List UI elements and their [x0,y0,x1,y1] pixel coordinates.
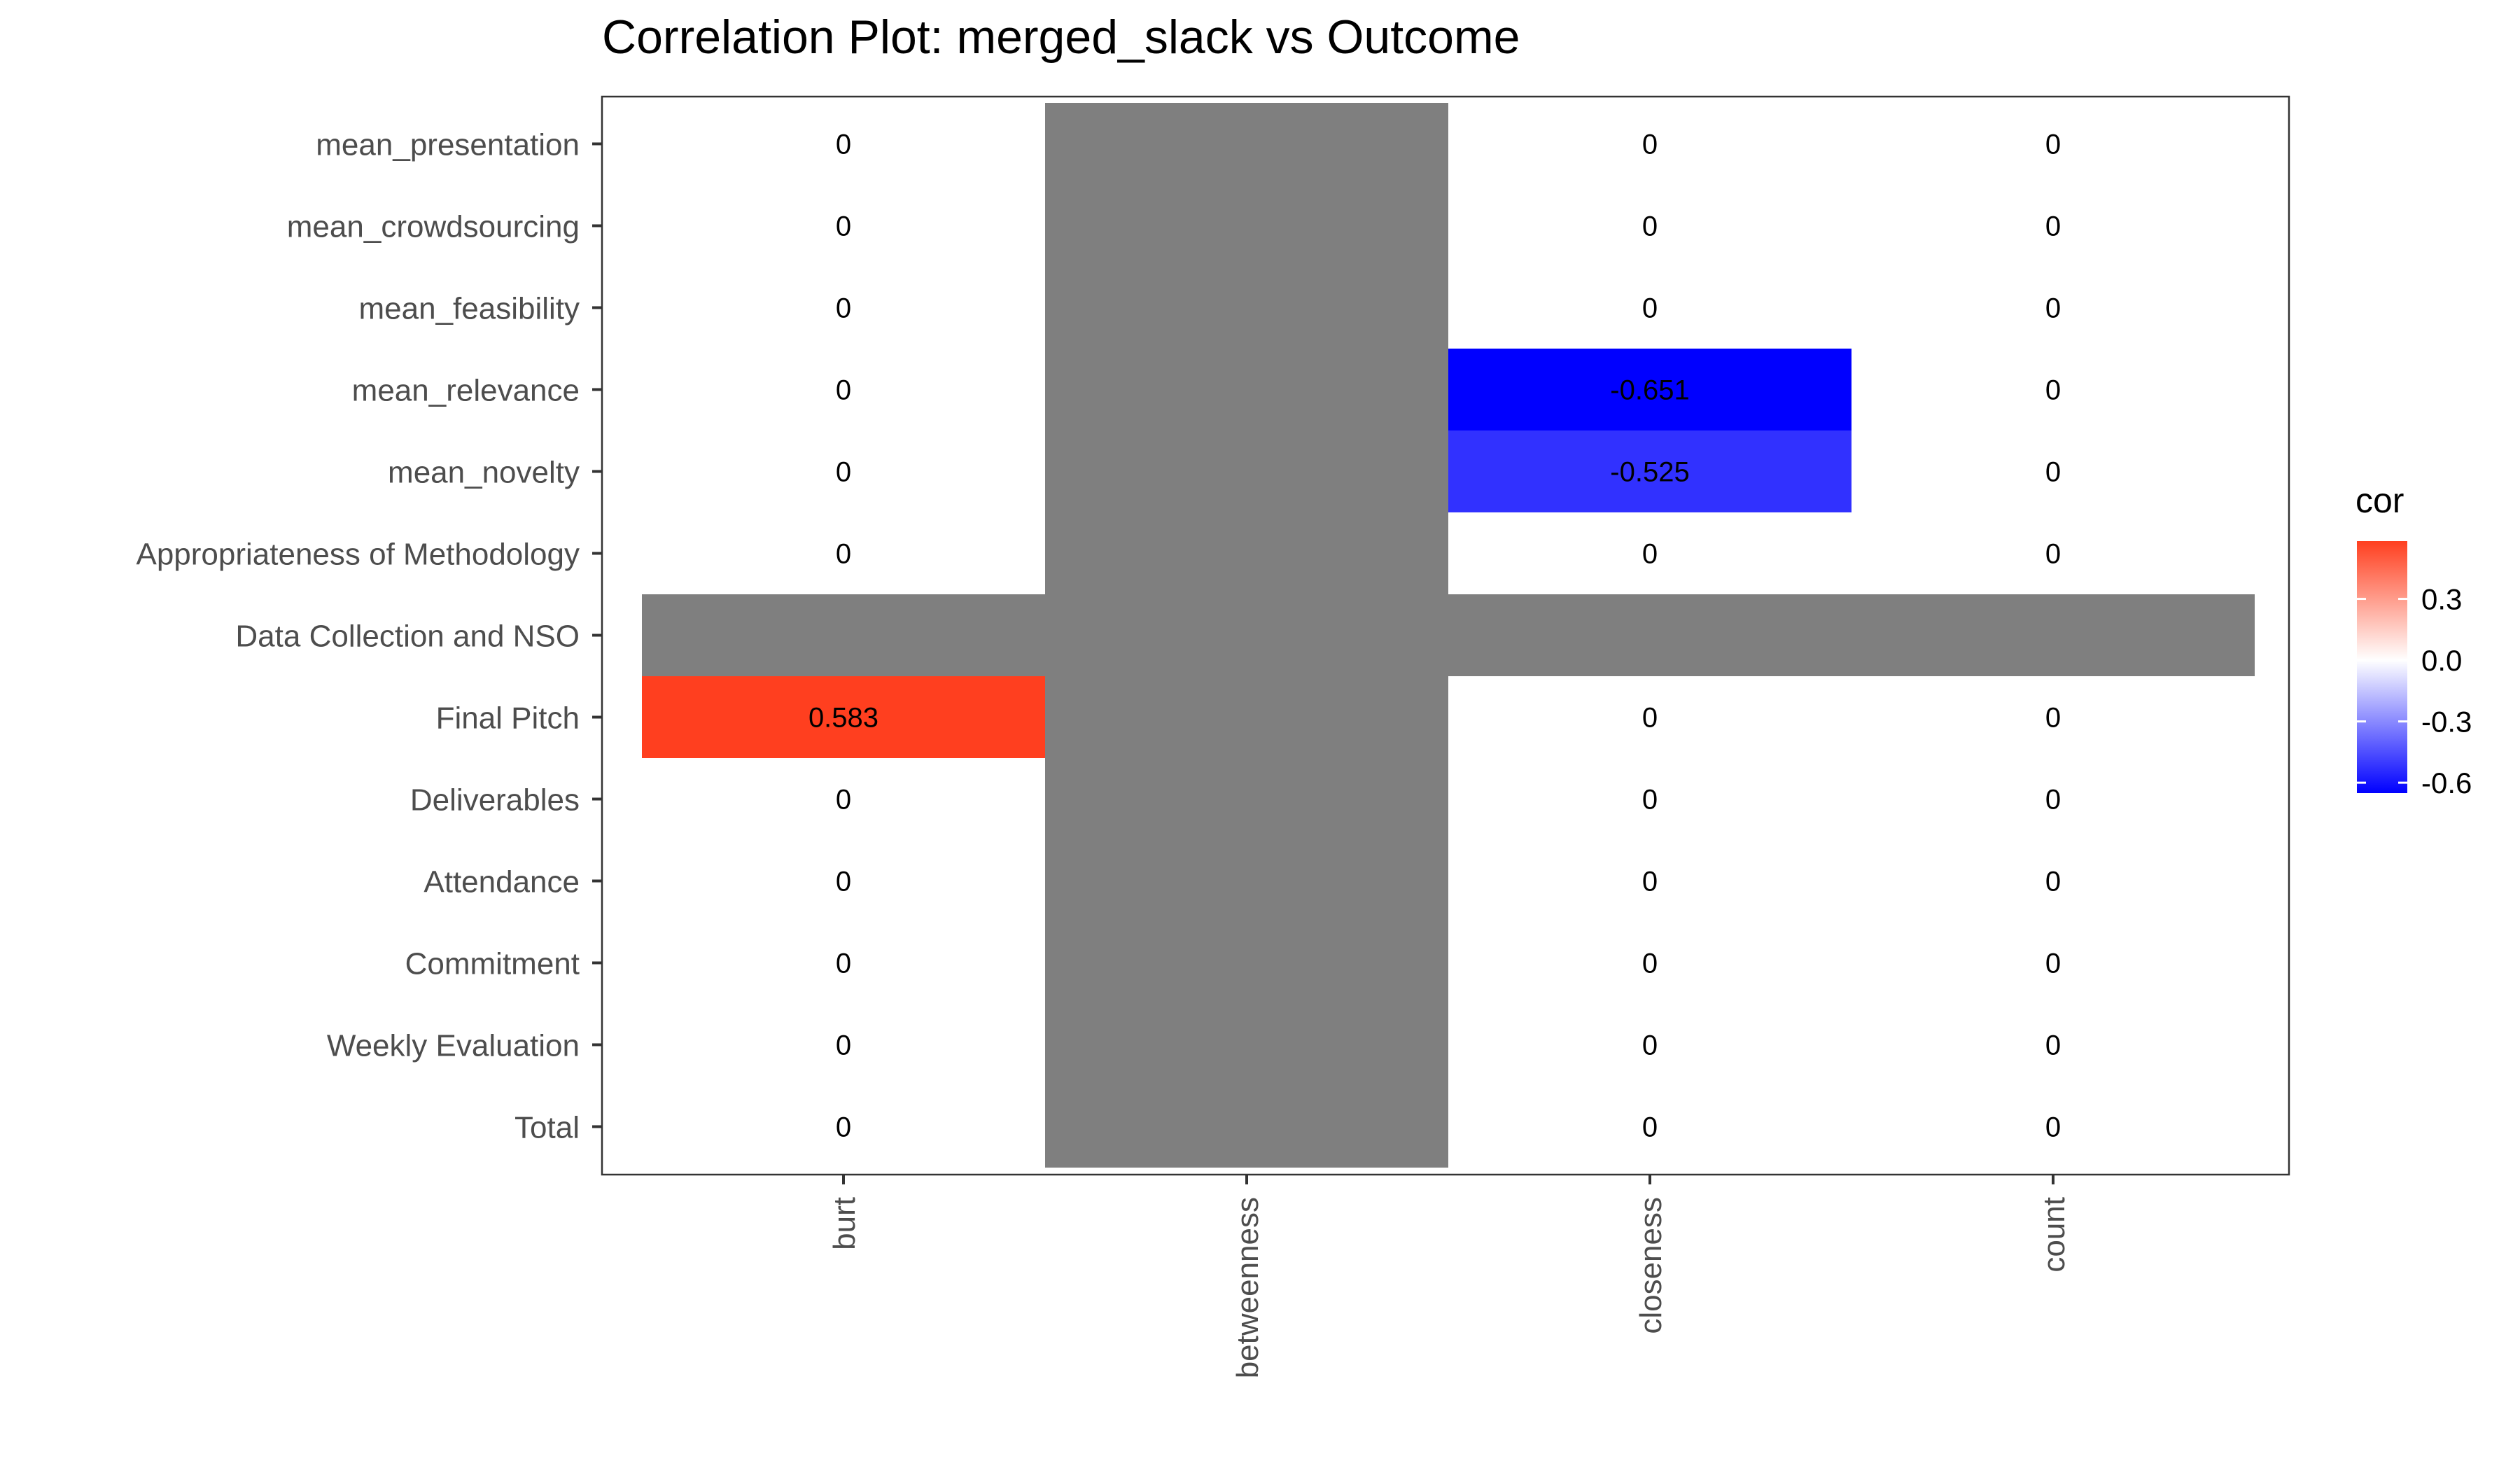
legend-tick-label-2: -0.3 [2421,706,2472,738]
heatmap-cell-betweenness-2 [1045,267,1448,349]
legend-tick-label-0: 0.3 [2421,583,2462,616]
heatmap-cell-closeness-3 [1448,349,1851,430]
y-tick-label-3: mean_relevance [352,374,580,408]
cell-label-burt-7: 0.583 [808,703,878,734]
cell-label-count-2: 0 [2045,293,2061,324]
heatmap-cell-burt-6 [642,594,1045,676]
heatmap-cell-closeness-6 [1448,594,1851,676]
cell-label-burt-1: 0 [836,211,851,242]
x-tick-label-0: burt [827,1197,862,1250]
y-tick-label-11: Weekly Evaluation [327,1029,580,1063]
heatmap-cell-betweenness-4 [1045,430,1448,512]
cell-label-burt-11: 0 [836,1030,851,1061]
cell-label-closeness-10: 0 [1642,948,1658,979]
x-tick-label-2: closeness [1634,1197,1668,1334]
heatmap-cell-betweenness-1 [1045,185,1448,267]
cell-label-closeness-12: 0 [1642,1112,1658,1143]
heatmap-cell-count-6 [1851,594,2255,676]
heatmap-cell-betweenness-10 [1045,922,1448,1004]
x-axis: burt betweenness closeness count [827,1175,2071,1378]
cell-label-closeness-5: 0 [1642,539,1658,570]
heatmap-cell-betweenness-0 [1045,103,1448,185]
cell-label-count-1: 0 [2045,211,2061,242]
cell-label-count-9: 0 [2045,867,2061,897]
cell-label-burt-0: 0 [836,130,851,160]
chart-title: Correlation Plot: merged_slack vs Outcom… [602,10,1520,64]
heatmap-cell-betweenness-3 [1045,349,1448,430]
cell-label-burt-3: 0 [836,375,851,406]
legend-title: cor [2356,481,2404,520]
heatmap-cell-betweenness-8 [1045,758,1448,840]
heatmap-cells [642,103,2255,1168]
cell-label-count-10: 0 [2045,948,2061,979]
heatmap-cell-betweenness-7 [1045,676,1448,758]
cell-label-closeness-8: 0 [1642,785,1658,816]
cell-label-burt-12: 0 [836,1112,851,1143]
y-tick-label-10: Commitment [405,947,580,981]
cell-label-burt-9: 0 [836,867,851,897]
cell-label-count-3: 0 [2045,375,2061,406]
cell-label-closeness-0: 0 [1642,130,1658,160]
color-legend: cor 0.3 0.0 -0.3 -0.6 [2356,481,2472,799]
x-tick-label-3: count [2037,1197,2071,1273]
cell-label-count-12: 0 [2045,1112,2061,1143]
y-tick-label-7: Final Pitch [436,701,580,736]
heatmap-cell-betweenness-9 [1045,840,1448,922]
legend-tick-label-1: 0.0 [2421,644,2462,677]
heatmap-cell-betweenness-6 [1045,594,1448,676]
heatmap-cell-betweenness-11 [1045,1004,1448,1086]
legend-colorbar [2357,541,2407,793]
cell-label-burt-4: 0 [836,457,851,488]
y-tick-label-5: Appropriateness of Methodology [136,538,580,572]
x-tick-label-1: betweenness [1231,1197,1265,1378]
cell-label-closeness-9: 0 [1642,867,1658,897]
cell-label-count-8: 0 [2045,785,2061,816]
y-tick-label-6: Data Collection and NSO [235,620,580,654]
y-tick-label-4: mean_novelty [388,456,580,490]
cell-label-closeness-7: 0 [1642,703,1658,734]
heatmap-cell-betweenness-12 [1045,1086,1448,1168]
cell-label-count-0: 0 [2045,130,2061,160]
cell-labels: 0 0 0 0 0 0 0 0 0 0 -0.651 0 0 -0.525 0 0 0 0 0.583 0 0 0 0 0 0 0… [808,130,2061,1143]
y-tick-label-9: Attendance [424,865,580,899]
cell-label-closeness-11: 0 [1642,1030,1658,1061]
cell-label-burt-5: 0 [836,539,851,570]
cell-label-count-4: 0 [2045,457,2061,488]
y-tick-label-8: Deliverables [410,783,580,818]
cell-label-closeness-1: 0 [1642,211,1658,242]
y-tick-label-12: Total [514,1111,580,1145]
cell-label-burt-8: 0 [836,785,851,816]
cell-label-closeness-2: 0 [1642,293,1658,324]
heatmap-cell-closeness-4 [1448,430,1851,512]
legend-tick-label-3: -0.6 [2421,766,2472,799]
cell-label-count-11: 0 [2045,1030,2061,1061]
y-axis: mean_presentation mean_crowdsourcing mean_… [136,128,602,1145]
heatmap-cell-burt-7 [642,676,1045,758]
y-tick-label-0: mean_presentation [316,128,580,162]
cell-label-closeness-3: -0.651 [1610,375,1689,406]
heatmap-cell-betweenness-5 [1045,512,1448,594]
cell-label-count-5: 0 [2045,539,2061,570]
y-tick-label-1: mean_crowdsourcing [287,210,580,244]
y-tick-label-2: mean_feasibility [359,292,580,326]
cell-label-burt-10: 0 [836,948,851,979]
cell-label-closeness-4: -0.525 [1610,457,1689,488]
cell-label-count-7: 0 [2045,703,2061,734]
cell-label-burt-2: 0 [836,293,851,324]
